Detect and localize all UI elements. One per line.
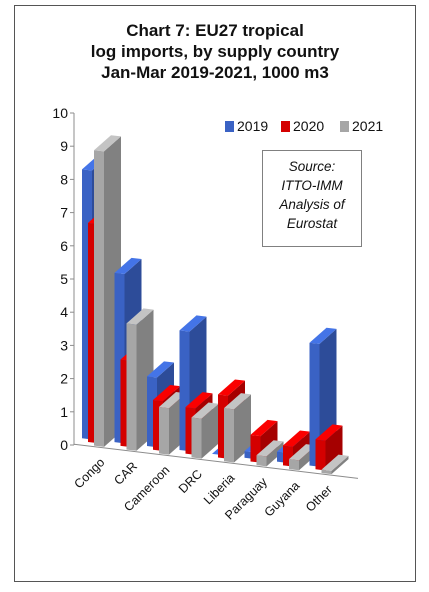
source-annotation: Source: ITTO-IMM Analysis of Eurostat <box>262 150 362 247</box>
legend-label-2021: 2021 <box>352 118 383 134</box>
y-tick-label: 7 <box>60 205 68 221</box>
y-tick-label: 10 <box>52 105 68 121</box>
bar-top-2021-other <box>321 454 349 471</box>
y-tick-label: 6 <box>60 238 68 254</box>
chart-frame <box>14 5 416 582</box>
bar-side-2021-paraguay <box>266 441 284 467</box>
bar-2021-paraguay <box>256 455 267 467</box>
bar-top-2021-guyana <box>289 444 316 461</box>
chart-title: Chart 7: EU27 tropical log imports, by s… <box>14 20 416 83</box>
source-line-1: Source: <box>288 159 336 174</box>
chart-title-line-3: Jan-Mar 2019-2021, 1000 m3 <box>101 63 329 82</box>
y-tick-label: 3 <box>60 337 68 353</box>
bar-2021-cameroon <box>159 407 169 455</box>
legend-swatch-2021 <box>340 121 349 132</box>
bar-top-2021-paraguay <box>256 440 284 457</box>
y-tick-label: 0 <box>60 437 68 453</box>
legend-label-2020: 2020 <box>293 118 324 134</box>
chart-title-line-2: log imports, by supply country <box>90 42 340 61</box>
x-axis-line <box>73 443 359 479</box>
bar-top-2020-drc <box>185 392 213 409</box>
y-tick-label: 9 <box>60 138 68 154</box>
x-tick-label: CAR <box>111 459 140 488</box>
y-tick-label: 5 <box>60 271 68 287</box>
x-tick-label: Congo <box>72 455 108 491</box>
legend-swatch-2020 <box>281 121 290 132</box>
bar-top-2019-drc <box>179 315 207 332</box>
y-tick-label: 8 <box>60 171 68 187</box>
bar-2021-car <box>126 323 137 451</box>
bar-top-2020-liberia <box>218 379 245 396</box>
bar-top-2021-liberia <box>224 393 251 410</box>
bar-top-2021-congo <box>94 135 121 152</box>
source-line-4: Eurostat <box>286 216 338 231</box>
bar-2021-drc <box>191 417 202 459</box>
bar-2020-other <box>315 439 326 471</box>
bar-2021-guyana <box>289 459 299 471</box>
bar-top-2020-guyana <box>283 430 310 447</box>
y-tick-label: 4 <box>60 304 68 320</box>
x-tick-label: DRC <box>176 467 205 496</box>
y-tick-label: 1 <box>60 404 68 420</box>
bar-top-2021-drc <box>191 402 219 419</box>
bar-2021-other <box>321 469 332 475</box>
bar-top-2019-car <box>114 257 142 275</box>
source-line-2: ITTO-IMM <box>281 178 343 193</box>
bar-top-2021-car <box>126 308 154 325</box>
legend-swatch-2019 <box>225 121 234 132</box>
bar-2021-liberia <box>224 408 234 463</box>
bar-side-2021-liberia <box>234 394 251 463</box>
bar-side-2020-other <box>325 425 343 471</box>
bar-top-2020-other <box>315 424 343 441</box>
bar-2021-congo <box>94 150 104 447</box>
bar-top-2020-paraguay <box>250 419 278 437</box>
y-tick-label: 2 <box>60 371 68 387</box>
x-tick-label: Other <box>303 483 335 515</box>
source-line-3: Analysis of <box>279 197 345 212</box>
bar-top-2021-cameroon <box>159 392 186 409</box>
bar-2019-other <box>309 342 320 467</box>
bar-side-2021-drc <box>201 403 219 459</box>
bar-top-2019-other <box>309 327 337 344</box>
bar-side-2021-other <box>331 455 349 475</box>
chart-title-line-1: Chart 7: EU27 tropical <box>126 21 304 40</box>
bar-top-2019-cameroon <box>147 361 174 378</box>
legend-label-2019: 2019 <box>237 118 268 134</box>
bar-top-2020-cameroon <box>153 384 180 402</box>
